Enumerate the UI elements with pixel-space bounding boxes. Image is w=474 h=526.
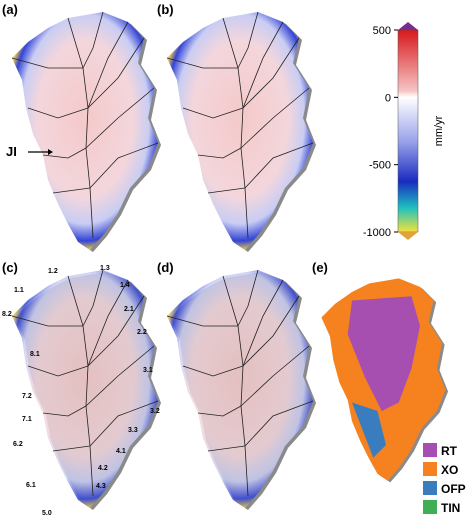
- basin-label: 1.3: [100, 265, 110, 272]
- legend-label: RT: [441, 444, 458, 458]
- legend-swatch: [423, 443, 437, 457]
- basin-label: 4.3: [96, 483, 106, 490]
- panel-label: (a): [2, 2, 18, 17]
- annotation: JI: [6, 144, 17, 159]
- basin-label: 1.4: [120, 282, 130, 289]
- basin-label: 1.1: [14, 287, 24, 294]
- map-a: [11, 11, 161, 252]
- map-d: [166, 269, 316, 510]
- basin-label: 8.2: [2, 311, 12, 318]
- colorbar-top: [398, 22, 418, 30]
- basin-label: 6.1: [26, 482, 36, 489]
- basin-label: 3.1: [143, 367, 153, 374]
- tick-label: -500: [369, 160, 391, 172]
- panel-label: (d): [157, 260, 174, 275]
- basin-label: 4.1: [116, 448, 126, 455]
- basin-label: 3.2: [150, 408, 160, 415]
- basin-label: 2.2: [137, 329, 147, 336]
- colorbar-bottom: [398, 232, 418, 240]
- tick-label: -1000: [363, 227, 391, 239]
- legend-swatch: [423, 481, 437, 495]
- basin-label: 3.3: [128, 427, 138, 434]
- map-c: [11, 269, 161, 510]
- basin-label: 6.2: [13, 441, 23, 448]
- arrowhead: [48, 149, 53, 155]
- basin-label: 7.1: [22, 416, 32, 423]
- legend-label: XO: [441, 463, 458, 477]
- colorbar-label: mm/yr: [433, 115, 445, 146]
- tick-label: 500: [373, 25, 391, 37]
- basin-label: 8.1: [30, 351, 40, 358]
- basin-label: 1.2: [48, 268, 58, 275]
- map-e: [321, 278, 449, 483]
- basin-label: 4.2: [98, 465, 108, 472]
- basin-label: 7.2: [22, 393, 32, 400]
- legend-swatch: [423, 500, 437, 514]
- colorbar: [397, 29, 419, 233]
- legend-swatch: [423, 462, 437, 476]
- panel-label: (b): [157, 2, 174, 17]
- panel-label: (c): [2, 260, 18, 275]
- basin-label: 2.1: [124, 306, 134, 313]
- basin-label: 5.0: [42, 510, 52, 517]
- legend-label: TIN: [441, 501, 460, 515]
- legend-label: OFP: [441, 482, 466, 496]
- tick-label: 0: [385, 92, 391, 104]
- panel-label: (e): [312, 260, 328, 275]
- map-b: [166, 11, 316, 252]
